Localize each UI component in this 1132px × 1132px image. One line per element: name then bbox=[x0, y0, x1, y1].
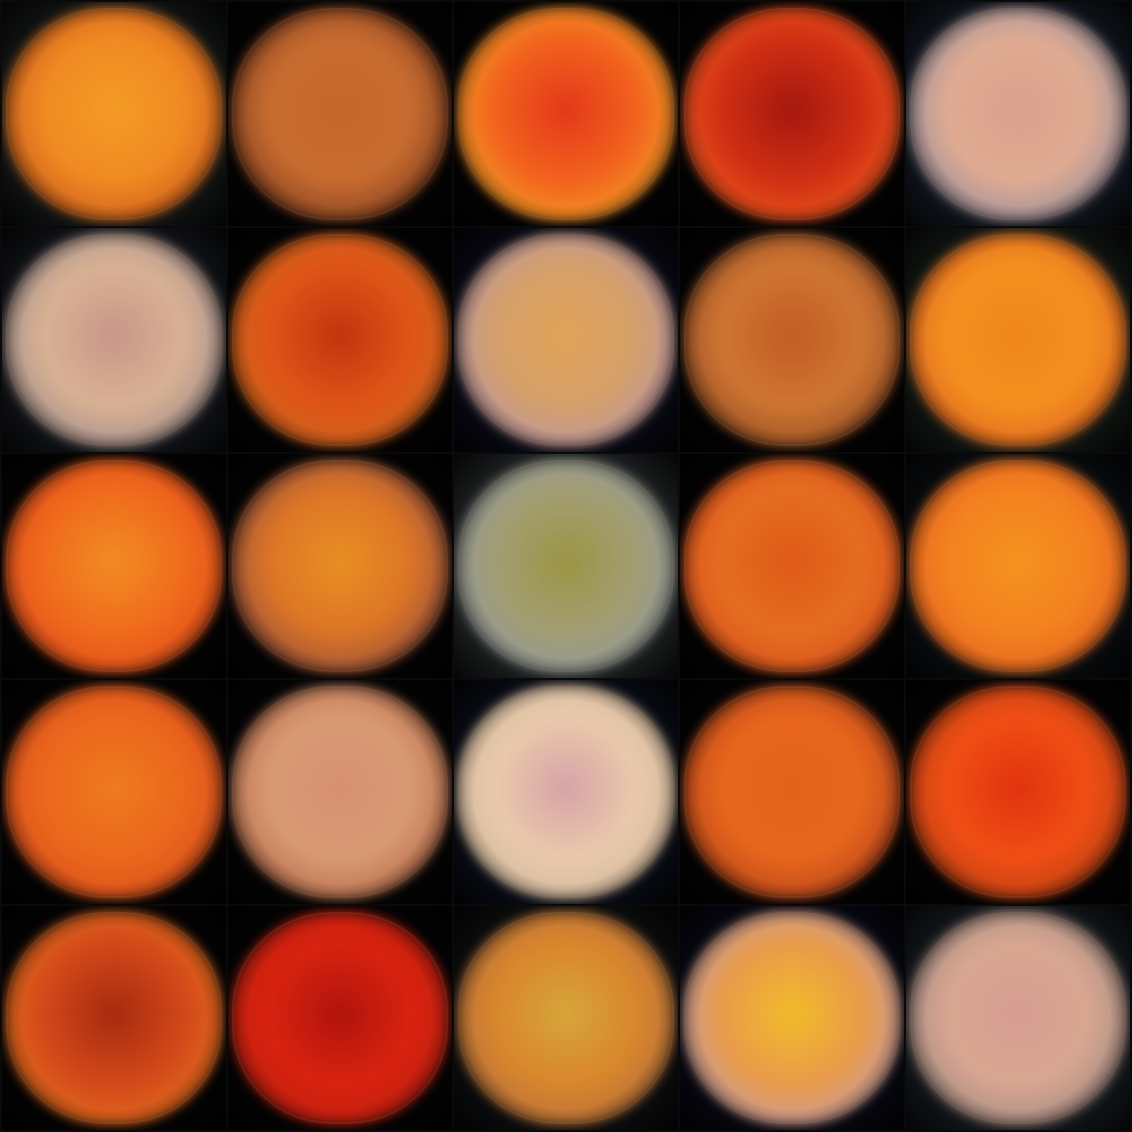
image-tile bbox=[454, 228, 678, 452]
blurred-disc bbox=[456, 232, 676, 448]
image-tile bbox=[906, 454, 1130, 678]
image-tile bbox=[228, 906, 452, 1130]
blurred-disc bbox=[682, 910, 902, 1126]
blurred-disc bbox=[4, 910, 224, 1126]
image-tile bbox=[2, 906, 226, 1130]
image-tile bbox=[2, 680, 226, 904]
blurred-disc bbox=[4, 684, 224, 900]
blurred-disc bbox=[682, 232, 902, 448]
image-tile bbox=[680, 2, 904, 226]
blurred-disc bbox=[908, 6, 1128, 222]
blurred-disc bbox=[456, 458, 676, 674]
blurred-disc bbox=[4, 458, 224, 674]
image-tile bbox=[228, 680, 452, 904]
blurred-disc bbox=[908, 910, 1128, 1126]
blurred-disc bbox=[908, 684, 1128, 900]
image-tile bbox=[2, 2, 226, 226]
image-tile bbox=[454, 906, 678, 1130]
blurred-disc bbox=[456, 684, 676, 900]
image-tile bbox=[680, 228, 904, 452]
image-tile bbox=[2, 228, 226, 452]
image-tile bbox=[454, 680, 678, 904]
image-tile bbox=[680, 454, 904, 678]
image-tile bbox=[906, 228, 1130, 452]
blurred-disc bbox=[4, 6, 224, 222]
image-tile bbox=[906, 2, 1130, 226]
image-tile bbox=[454, 454, 678, 678]
blurred-disc bbox=[456, 910, 676, 1126]
blurred-disc bbox=[230, 910, 450, 1126]
blurred-disc bbox=[682, 6, 902, 222]
image-tile bbox=[228, 2, 452, 226]
blurred-disc bbox=[456, 6, 676, 222]
image-tile bbox=[228, 454, 452, 678]
blurred-disc bbox=[4, 232, 224, 448]
blurred-disc bbox=[230, 232, 450, 448]
image-tile bbox=[680, 680, 904, 904]
blurred-disc bbox=[230, 6, 450, 222]
image-tile bbox=[906, 680, 1130, 904]
blurred-disc bbox=[908, 458, 1128, 674]
blurred-disc bbox=[908, 232, 1128, 448]
blurred-disc bbox=[230, 684, 450, 900]
image-tile bbox=[2, 454, 226, 678]
image-tile bbox=[680, 906, 904, 1130]
blurred-disc bbox=[682, 684, 902, 900]
blurred-disc bbox=[230, 458, 450, 674]
blurred-disc bbox=[682, 458, 902, 674]
image-tile bbox=[906, 906, 1130, 1130]
image-tile bbox=[454, 2, 678, 226]
image-tile bbox=[228, 228, 452, 452]
